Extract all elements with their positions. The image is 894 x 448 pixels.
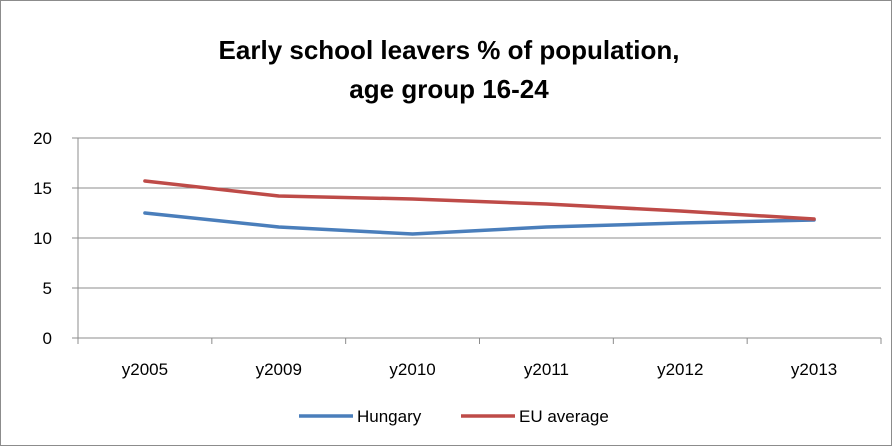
x-tick-label-y2009: y2009 <box>256 360 302 379</box>
x-tick-label-y2011: y2011 <box>524 360 569 379</box>
y-tick-label-0: 0 <box>43 329 52 348</box>
y-tick-label-10: 10 <box>33 229 52 248</box>
y-axis-ticks: 0 5 10 15 20 <box>33 129 52 348</box>
gridlines <box>72 137 882 344</box>
series-lines <box>143 179 816 236</box>
x-tick-label-y2013: y2013 <box>791 360 837 379</box>
series-line-hungary <box>143 211 816 236</box>
legend-label-eu-average: EU average <box>519 407 609 426</box>
x-tick-label-y2010: y2010 <box>389 360 435 379</box>
x-tick-label-y2005: y2005 <box>122 360 168 379</box>
legend: Hungary EU average <box>299 407 609 426</box>
y-tick-label-15: 15 <box>33 179 52 198</box>
y-tick-label-20: 20 <box>33 129 52 148</box>
legend-label-hungary: Hungary <box>357 407 422 426</box>
series-line-eu-average <box>143 179 816 221</box>
x-tick-label-y2012: y2012 <box>657 360 703 379</box>
x-axis-ticks: y2005 y2009 y2010 y2011 y2012 y2013 <box>122 360 837 379</box>
y-tick-label-5: 5 <box>43 279 52 298</box>
chart-title-line-2: age group 16-24 <box>349 74 549 104</box>
chart-title-line-1: Early school leavers % of population, <box>219 35 680 65</box>
